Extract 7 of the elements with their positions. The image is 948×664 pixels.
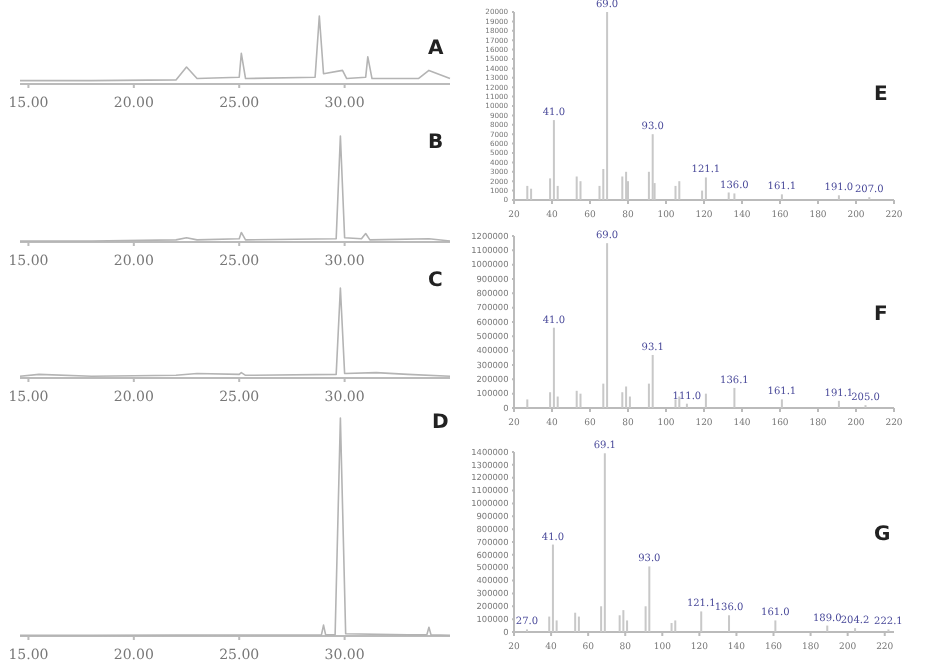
chart-title: D xyxy=(432,412,449,434)
text: G xyxy=(874,524,891,546)
text: F xyxy=(874,304,888,326)
text: A xyxy=(428,38,444,60)
chart-title: B xyxy=(428,132,444,154)
text: E xyxy=(874,84,888,106)
chart-title: C xyxy=(428,270,443,292)
